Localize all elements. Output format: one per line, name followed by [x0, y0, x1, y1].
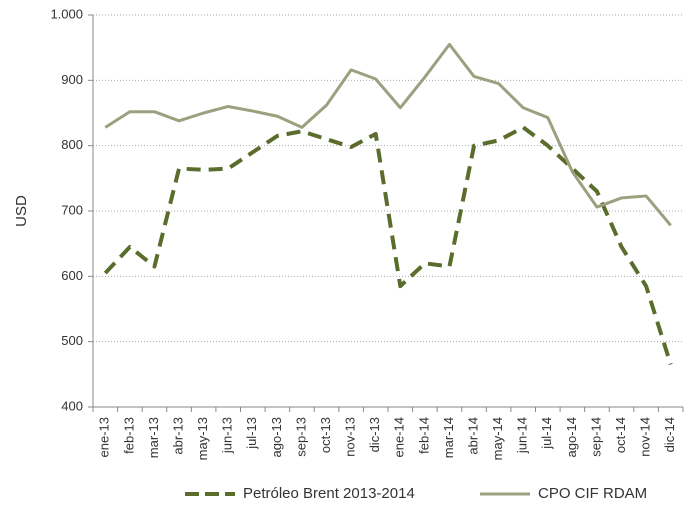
x-tick-label: dic-13 [367, 417, 382, 452]
x-tick-label: abr-14 [465, 417, 480, 455]
x-tick-label: mar-14 [441, 417, 456, 458]
x-tick-label: nov-13 [343, 417, 358, 457]
x-tick-label: feb-14 [416, 417, 431, 454]
x-tick-label: abr-13 [170, 417, 185, 455]
x-tick-label: may-13 [195, 417, 210, 460]
y-tick-label: 900 [61, 72, 83, 87]
x-tick-label: jun-13 [220, 417, 235, 454]
y-tick-label: 600 [61, 268, 83, 283]
legend-label: CPO CIF RDAM [538, 485, 647, 502]
series-line [104, 42, 672, 227]
y-tick-label: 400 [61, 398, 83, 413]
x-tick-label: jul-14 [539, 417, 554, 450]
x-tick-label: ago-14 [564, 417, 579, 457]
y-tick-label: 700 [61, 202, 83, 217]
x-tick-label: dic-14 [662, 417, 677, 452]
legend-label: Petróleo Brent 2013-2014 [243, 485, 415, 502]
y-tick-label: 1.000 [50, 6, 83, 21]
x-tick-label: oct-14 [613, 417, 628, 453]
y-axis-label: USD [13, 195, 30, 227]
x-tick-label: sep-13 [293, 417, 308, 457]
x-tick-label: jun-14 [515, 417, 530, 454]
y-tick-label: 500 [61, 333, 83, 348]
x-tick-label: oct-13 [318, 417, 333, 453]
x-tick-label: feb-13 [121, 417, 136, 454]
x-tick-label: may-14 [490, 417, 505, 460]
series-line [103, 125, 673, 366]
x-tick-label: ago-13 [269, 417, 284, 457]
y-tick-label: 800 [61, 137, 83, 152]
x-tick-label: sep-14 [588, 417, 603, 457]
x-tick-label: ene-14 [392, 417, 407, 457]
x-tick-label: mar-13 [146, 417, 161, 458]
x-tick-label: ene-13 [97, 417, 112, 457]
x-tick-label: jul-13 [244, 417, 259, 450]
x-tick-label: nov-14 [638, 417, 653, 457]
